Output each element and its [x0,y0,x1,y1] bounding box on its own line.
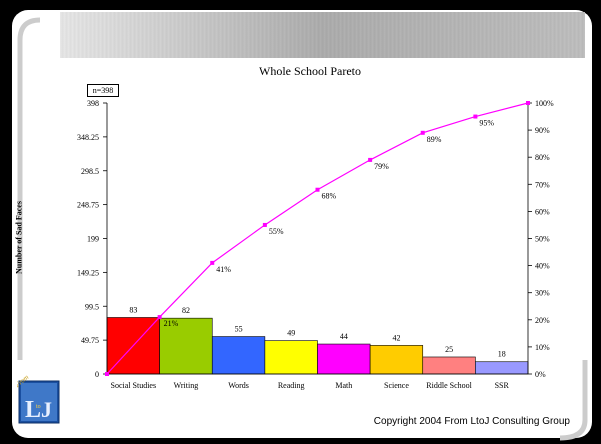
y2-tick-label: 40% [535,262,550,271]
chart-title: Whole School Pareto [259,64,361,78]
bar-value-label: 18 [498,350,506,359]
x-tick-label: Reading [278,381,305,390]
cumulative-point [368,157,373,162]
y2-tick-label: 0% [535,370,546,379]
y2-tick-label: 60% [535,207,550,216]
x-tick-label: Social Studies [111,381,157,390]
svg-text:to: to [36,404,41,410]
cumulative-point [105,372,109,376]
y2-tick-label: 10% [535,343,550,352]
cumulative-label: 79% [374,162,389,171]
svg-text:J: J [41,397,52,422]
y-axis-label: Number of Sad Faces [14,201,24,274]
bar [317,343,371,375]
cumulative-point [526,101,530,105]
bottom-bracket-decoration [559,360,588,441]
cumulative-point [262,222,267,227]
y2-tick-label: 20% [535,316,550,325]
y-tick-label: 0 [95,370,99,379]
x-tick-label: Science [384,381,409,390]
y-tick-label: 398 [87,99,99,108]
svg-text:L: L [25,397,41,423]
cumulative-label: 21% [164,319,179,328]
y2-tick-label: 100% [535,99,554,108]
cumulative-point [420,130,425,135]
cumulative-label: 95% [479,119,494,128]
cumulative-point [157,315,162,320]
x-tick-label: Words [228,381,249,390]
y2-tick-label: 80% [535,153,550,162]
y-tick-label: 149.25 [77,268,99,277]
plot-area: 83 Social Studies 82 Writing 55 Words 49 Readin… [77,99,554,390]
x-tick-label: Riddle School [426,381,472,390]
bar [422,356,476,375]
bar-value-label: 49 [287,329,295,338]
cumulative-point [210,260,215,265]
cumulative-label: 55% [269,227,284,236]
bar [211,336,266,375]
bar-value-label: 55 [235,325,243,334]
bar [475,361,529,375]
y-tick-label: 49.75 [81,336,99,345]
y-tick-label: 99.5 [85,302,99,311]
y-tick-label: 248.75 [77,201,99,210]
y2-tick-label: 70% [535,180,550,189]
bar [264,340,318,375]
logo-graphic: L J to From [13,373,60,424]
cumulative-point [315,187,320,192]
cumulative-label: 89% [427,135,442,144]
bar [369,345,424,375]
bar-value-label: 25 [445,345,453,354]
x-tick-label: SSR [495,381,510,390]
bar-value-label: 42 [392,333,400,342]
left-bracket-decoration [17,17,41,360]
cumulative-label: 68% [322,192,337,201]
cumulative-point [473,114,478,119]
bar-value-label: 83 [129,305,137,314]
bar-value-label: 44 [340,332,348,341]
y-tick-label: 348.25 [77,133,99,142]
ltoj-logo: L J to From [13,373,62,425]
copyright-text: Copyright 2004 From LtoJ Consulting Grou… [373,416,570,427]
x-tick-label: Math [335,381,352,390]
bar-value-label: 82 [182,306,190,315]
x-tick-label: Writing [174,381,199,390]
y2-tick-label: 30% [535,289,550,298]
sample-size-box: n=398 [87,84,119,97]
cumulative-label: 41% [216,265,231,274]
y2-tick-label: 50% [535,235,550,244]
y-tick-label: 199 [87,235,99,244]
y-tick-label: 298.5 [81,167,99,176]
y2-tick-label: 90% [535,126,550,135]
